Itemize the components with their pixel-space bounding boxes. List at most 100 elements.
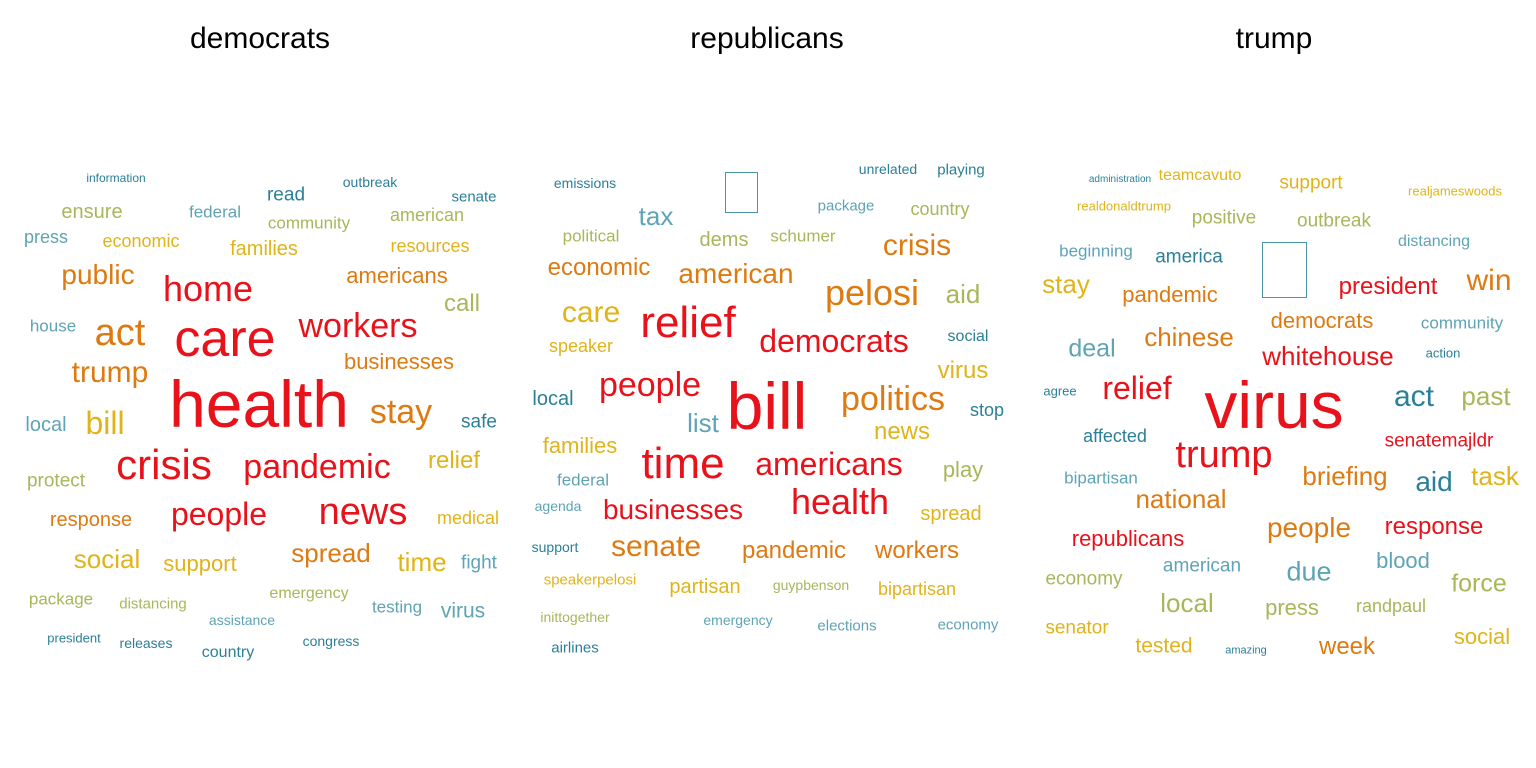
word-trump-amazing: amazing xyxy=(1225,644,1267,657)
word-democrats-medical: medical xyxy=(436,508,500,528)
word-democrats-call: call xyxy=(443,290,481,317)
word-democrats-workers: workers xyxy=(298,307,418,345)
word-democrats-information: information xyxy=(86,171,146,185)
word-trump-teamcavuto: teamcavuto xyxy=(1158,167,1242,184)
word-republicans-list: list xyxy=(687,408,719,438)
word-trump-aid: aid xyxy=(1415,466,1453,497)
word-republicans-people: people xyxy=(598,366,702,404)
word-republicans-unrelated: unrelated xyxy=(858,161,918,177)
word-republicans-stop: stop xyxy=(969,400,1005,420)
word-republicans-elections: elections xyxy=(817,617,877,635)
word-trump-outbreak: outbreak xyxy=(1297,210,1371,232)
word-republicans-bill: bill xyxy=(726,369,808,443)
word-trump-virus: virus xyxy=(1204,368,1344,442)
word-trump-randpaul: randpaul xyxy=(1355,596,1427,616)
word-democrats-community: community xyxy=(267,213,351,233)
word-republicans-news: news xyxy=(873,418,931,445)
missing-glyph-icon xyxy=(1262,242,1307,298)
word-republicans-virus: virus xyxy=(937,357,989,384)
word-republicans-relief: relief xyxy=(640,298,736,347)
word-republicans-aid: aid xyxy=(945,279,981,309)
word-trump-president: president xyxy=(1338,273,1438,300)
word-trump-american: american xyxy=(1162,555,1242,577)
word-republicans-inittogether: inittogether xyxy=(540,609,610,625)
missing-glyph-icon xyxy=(725,172,758,213)
word-trump-administration: administration xyxy=(1088,174,1152,185)
word-trump-people: people xyxy=(1266,512,1352,543)
word-republicans-senate: senate xyxy=(610,530,702,563)
word-democrats-country: country xyxy=(201,644,255,661)
word-republicans-social: social xyxy=(947,328,989,345)
word-democrats-house: house xyxy=(29,316,77,336)
word-democrats-relief: relief xyxy=(427,447,481,474)
word-trump-task: task xyxy=(1471,461,1519,491)
word-democrats-home: home xyxy=(162,268,254,309)
panel-title-democrats: democrats xyxy=(189,22,331,55)
word-democrats-americans: americans xyxy=(346,263,448,288)
word-trump-agree: agree xyxy=(1043,383,1077,399)
word-republicans-package: package xyxy=(817,197,875,215)
word-trump-blood: blood xyxy=(1376,548,1430,573)
word-trump-deal: deal xyxy=(1068,334,1116,363)
word-trump-america: america xyxy=(1155,246,1223,268)
word-democrats-stay: stay xyxy=(369,393,433,431)
word-democrats-trump: trump xyxy=(71,356,149,389)
word-republicans-airlines: airlines xyxy=(551,639,599,657)
word-democrats-local: local xyxy=(25,414,67,436)
panel-title-trump: trump xyxy=(1235,22,1313,55)
word-republicans-time: time xyxy=(641,439,725,488)
word-trump-trump: trump xyxy=(1175,434,1273,476)
word-republicans-workers: workers xyxy=(874,537,960,564)
word-republicans-speakerpelosi: speakerpelosi xyxy=(543,571,637,589)
word-trump-tested: tested xyxy=(1135,634,1193,658)
word-trump-distancing: distancing xyxy=(1397,233,1471,250)
word-republicans-american: american xyxy=(678,258,794,289)
word-republicans-guypbenson: guypbenson xyxy=(772,577,850,593)
word-democrats-crisis: crisis xyxy=(116,441,212,488)
word-trump-action: action xyxy=(1425,345,1461,361)
word-democrats-safe: safe xyxy=(461,411,497,433)
word-republicans-health: health xyxy=(790,481,890,522)
word-democrats-american: american xyxy=(389,205,465,225)
word-republicans-political: political xyxy=(562,226,620,246)
word-democrats-people: people xyxy=(170,496,268,532)
word-democrats-assistance: assistance xyxy=(208,612,276,628)
word-democrats-support: support xyxy=(163,551,237,576)
word-republicans-politics: politics xyxy=(841,380,945,418)
word-republicans-speaker: speaker xyxy=(548,336,614,356)
word-republicans-local: local xyxy=(532,388,574,410)
word-democrats-businesses: businesses xyxy=(343,349,455,374)
word-democrats-releases: releases xyxy=(119,635,173,651)
word-trump-affected: affected xyxy=(1083,426,1147,446)
word-republicans-pelosi: pelosi xyxy=(824,272,920,313)
word-trump-act: act xyxy=(1393,380,1435,413)
word-democrats-senate: senate xyxy=(451,188,497,206)
word-trump-beginning: beginning xyxy=(1059,241,1133,261)
word-trump-positive: positive xyxy=(1191,207,1257,229)
word-trump-senator: senator xyxy=(1045,617,1109,639)
word-republicans-crisis: crisis xyxy=(882,229,952,262)
word-republicans-play: play xyxy=(942,457,984,482)
word-republicans-emergency: emergency xyxy=(703,612,773,628)
word-trump-chinese: chinese xyxy=(1144,322,1234,352)
word-democrats-federal: federal xyxy=(189,202,241,222)
word-trump-pandemic: pandemic xyxy=(1122,282,1218,307)
word-trump-relief: relief xyxy=(1102,370,1172,406)
word-trump-realjameswoods: realjameswoods xyxy=(1408,183,1502,199)
word-republicans-businesses: businesses xyxy=(602,494,744,525)
word-democrats-read: read xyxy=(266,184,306,206)
word-democrats-congress: congress xyxy=(302,633,360,649)
word-democrats-time: time xyxy=(397,547,447,577)
word-republicans-democrats: democrats xyxy=(759,323,909,359)
word-trump-democrats: democrats xyxy=(1270,308,1374,333)
word-democrats-testing: testing xyxy=(371,597,423,617)
word-trump-week: week xyxy=(1318,633,1376,660)
word-republicans-americans: americans xyxy=(755,446,903,482)
word-trump-response: response xyxy=(1384,513,1484,540)
word-republicans-families: families xyxy=(542,433,618,458)
word-democrats-spread: spread xyxy=(291,538,371,568)
word-democrats-care: care xyxy=(174,310,276,368)
word-trump-bipartisan: bipartisan xyxy=(1064,468,1138,488)
word-democrats-protect: protect xyxy=(26,470,86,492)
word-democrats-families: families xyxy=(230,238,298,260)
